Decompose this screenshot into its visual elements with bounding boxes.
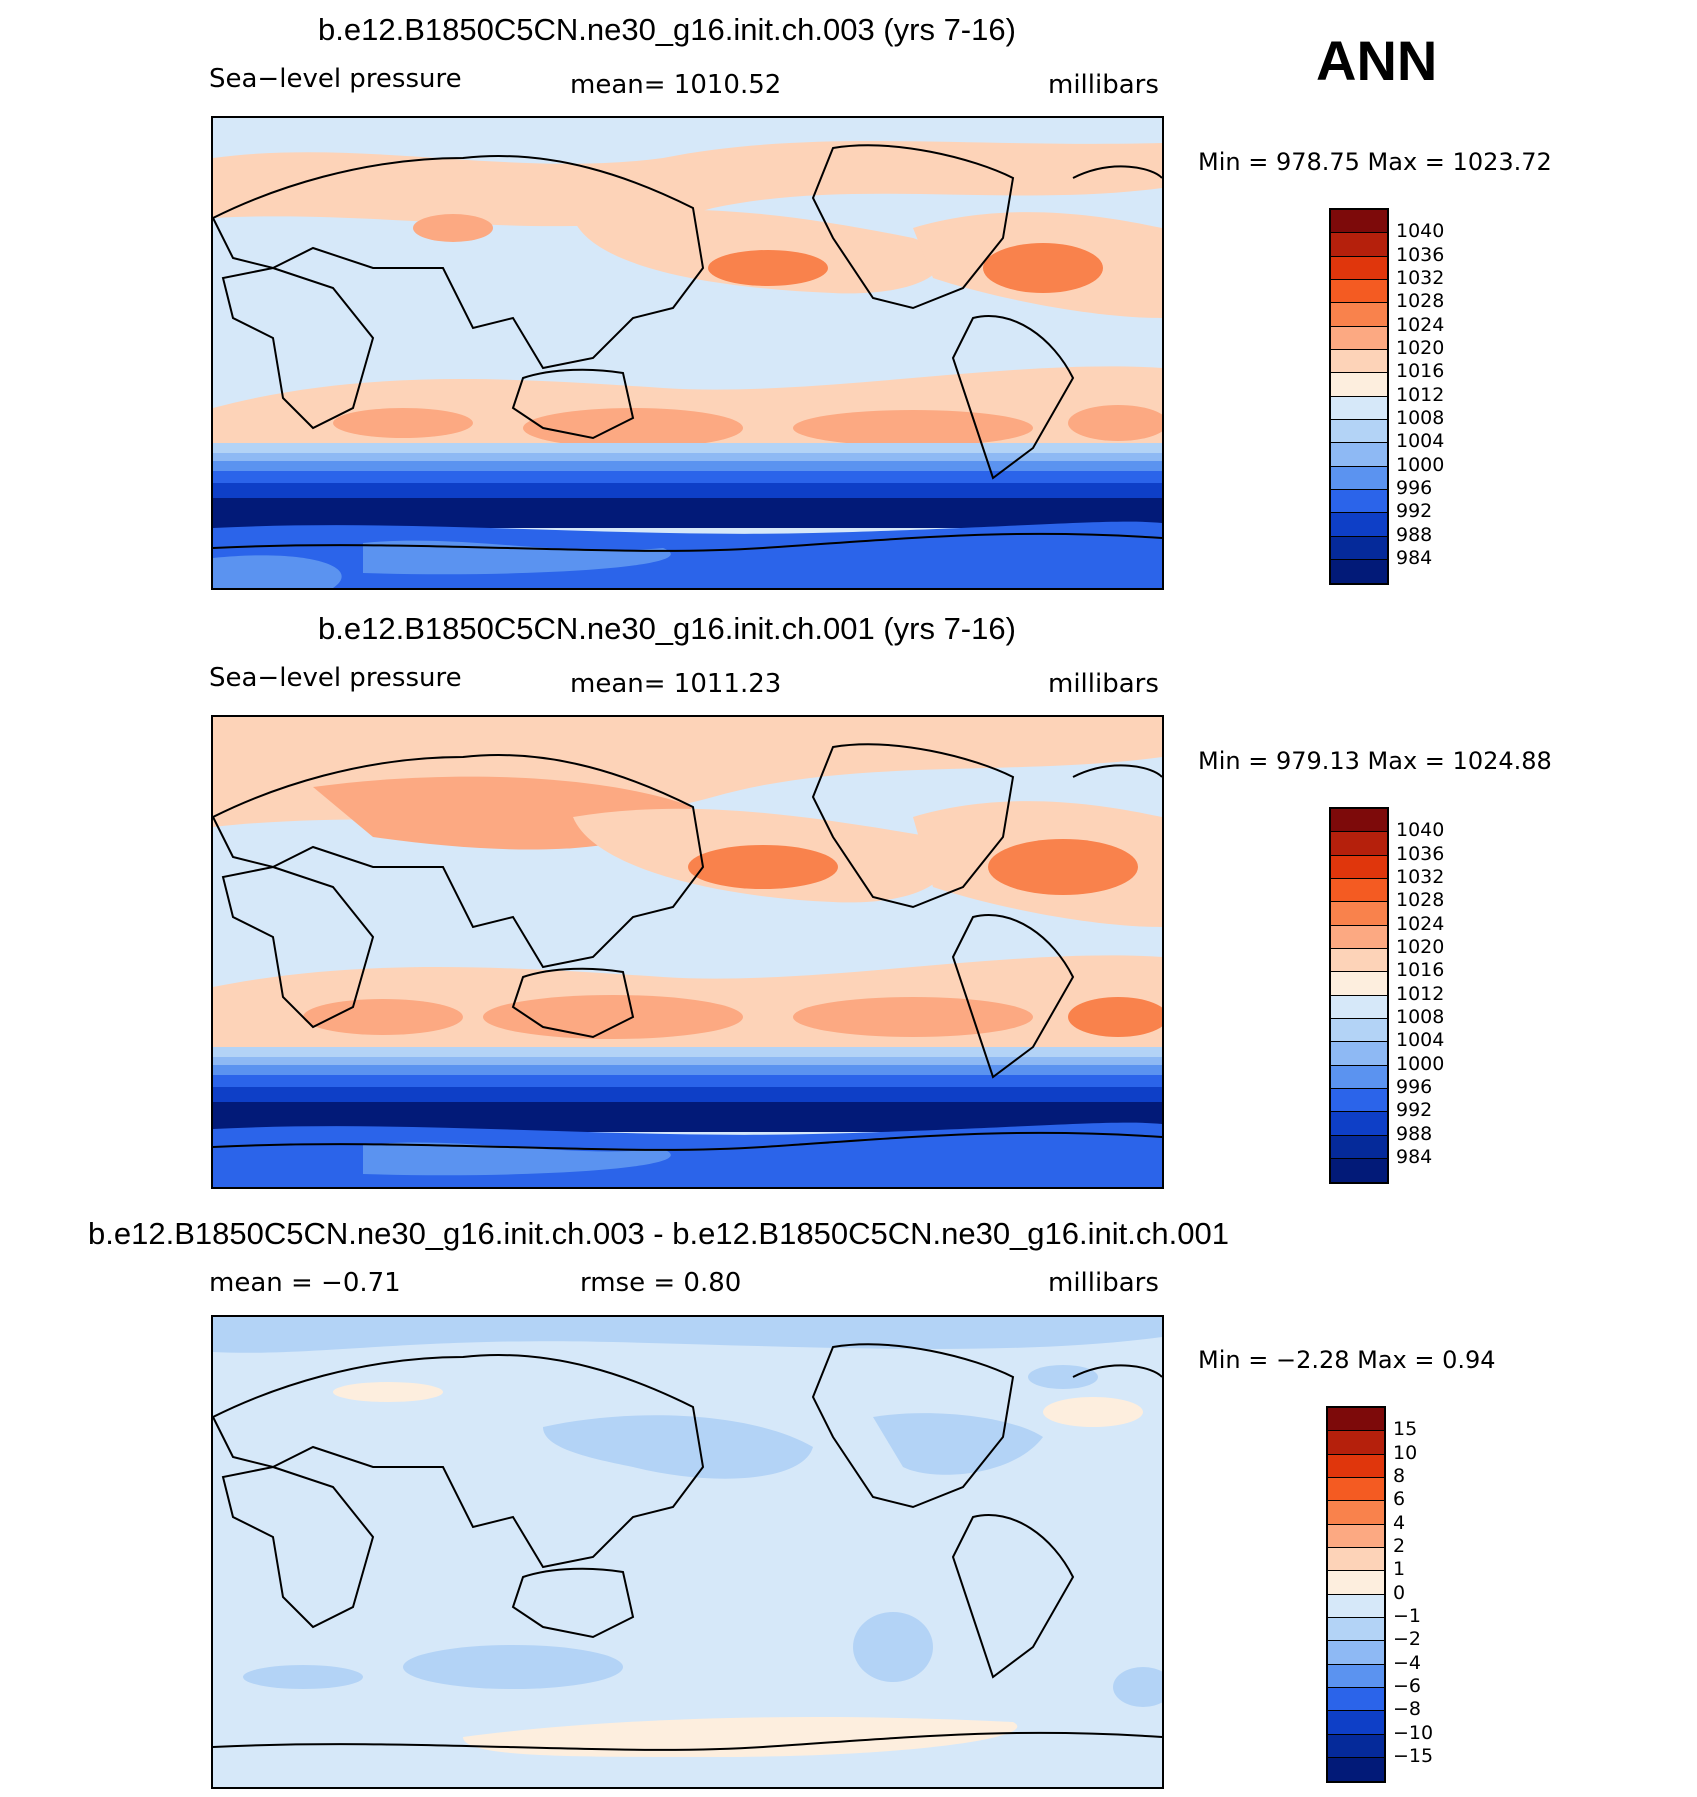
colorbar-tick-label: 1036 [1396, 243, 1445, 266]
colorbar-tick-label: 1020 [1396, 336, 1445, 359]
panel-2-map-svg [213, 717, 1162, 1187]
panel-2-mean-label: mean= 1011.23 [570, 669, 782, 699]
colorbar-tick-label: 992 [1396, 1099, 1433, 1122]
colorbar-tick-label: 1032 [1396, 865, 1445, 888]
colorbar-tick-label: 1004 [1396, 1029, 1445, 1052]
panel-2-colorbar [1329, 807, 1389, 1185]
colorbar-tick-label: 1016 [1396, 959, 1445, 982]
panel-3-rmse-label: rmse = 0.80 [580, 1268, 742, 1298]
panel-1-mean-label: mean= 1010.52 [570, 70, 782, 100]
colorbar-tick-label: 0 [1393, 1581, 1406, 1604]
colorbar-tick-label: 1032 [1396, 266, 1445, 289]
colorbar-tick-label: 1040 [1396, 819, 1445, 842]
panel-1-title: b.e12.B1850C5CN.ne30_g16.init.ch.003 (yr… [318, 12, 1016, 47]
colorbar-tick-label: 988 [1396, 1122, 1433, 1145]
panel-1-variable-label: Sea−level pressure [209, 64, 462, 94]
colorbar-tick-label: 15 [1393, 1418, 1418, 1441]
colorbar-tick-label: 1004 [1396, 430, 1445, 453]
colorbar-tick-label: 1012 [1396, 383, 1445, 406]
colorbar-tick-label: −4 [1393, 1651, 1422, 1674]
panel-3-map-svg [213, 1317, 1162, 1787]
colorbar-tick-label: 10 [1393, 1441, 1418, 1464]
colorbar-tick-label: 1024 [1396, 313, 1445, 336]
panel-2-variable-label: Sea−level pressure [209, 663, 462, 693]
colorbar-tick-label: −15 [1393, 1744, 1434, 1767]
panel-3-mean-label: mean = −0.71 [209, 1268, 401, 1298]
colorbar-tick-label: 1016 [1396, 360, 1445, 383]
panel-3-title: b.e12.B1850C5CN.ne30_g16.init.ch.003 - b… [88, 1216, 1229, 1251]
colorbar-tick-label: 2 [1393, 1534, 1406, 1557]
colorbar-tick-label: 1000 [1396, 1052, 1445, 1075]
panel-3-map [211, 1315, 1164, 1789]
panel-2-units-label: millibars [1048, 669, 1159, 699]
colorbar-tick-label: 988 [1396, 523, 1433, 546]
panel-3-minmax: Min = −2.28 Max = 0.94 [1198, 1346, 1496, 1374]
panel-1-map-svg [213, 118, 1162, 588]
colorbar-tick-label: 1028 [1396, 889, 1445, 912]
panel-3-colorbar [1326, 1406, 1386, 1784]
season-label: ANN [1316, 29, 1438, 92]
panel-3-units-label: millibars [1048, 1268, 1159, 1298]
panel-2-minmax: Min = 979.13 Max = 1024.88 [1198, 747, 1552, 775]
colorbar-tick-label: 1028 [1396, 290, 1445, 313]
colorbar-tick-label: 4 [1393, 1511, 1406, 1534]
colorbar-tick-label: −2 [1393, 1628, 1422, 1651]
panel-1-colorbar [1329, 208, 1389, 586]
panel-1-units-label: millibars [1048, 70, 1159, 100]
panel-1-map [211, 116, 1164, 590]
colorbar-tick-label: 992 [1396, 500, 1433, 523]
panel-1-minmax: Min = 978.75 Max = 1023.72 [1198, 148, 1552, 176]
colorbar-tick-label: 984 [1396, 546, 1433, 569]
colorbar-tick-label: 996 [1396, 1075, 1433, 1098]
panel-2-map [211, 715, 1164, 1189]
colorbar-tick-label: 8 [1393, 1464, 1406, 1487]
colorbar-tick-label: 1036 [1396, 842, 1445, 865]
colorbar-tick-label: 6 [1393, 1488, 1406, 1511]
colorbar-tick-label: 1008 [1396, 1005, 1445, 1028]
colorbar-tick-label: −1 [1393, 1604, 1422, 1627]
colorbar-tick-label: 1 [1393, 1558, 1406, 1581]
colorbar-tick-label: −10 [1393, 1721, 1434, 1744]
panel-2-title: b.e12.B1850C5CN.ne30_g16.init.ch.001 (yr… [318, 611, 1016, 646]
colorbar-tick-label: 1012 [1396, 982, 1445, 1005]
colorbar-tick-label: −6 [1393, 1674, 1422, 1697]
colorbar-tick-label: −8 [1393, 1698, 1422, 1721]
colorbar-tick-label: 996 [1396, 476, 1433, 499]
colorbar-tick-label: 1008 [1396, 406, 1445, 429]
colorbar-tick-label: 1000 [1396, 453, 1445, 476]
colorbar-tick-label: 984 [1396, 1145, 1433, 1168]
colorbar-tick-label: 1024 [1396, 912, 1445, 935]
colorbar-tick-label: 1020 [1396, 935, 1445, 958]
colorbar-tick-label: 1040 [1396, 220, 1445, 243]
